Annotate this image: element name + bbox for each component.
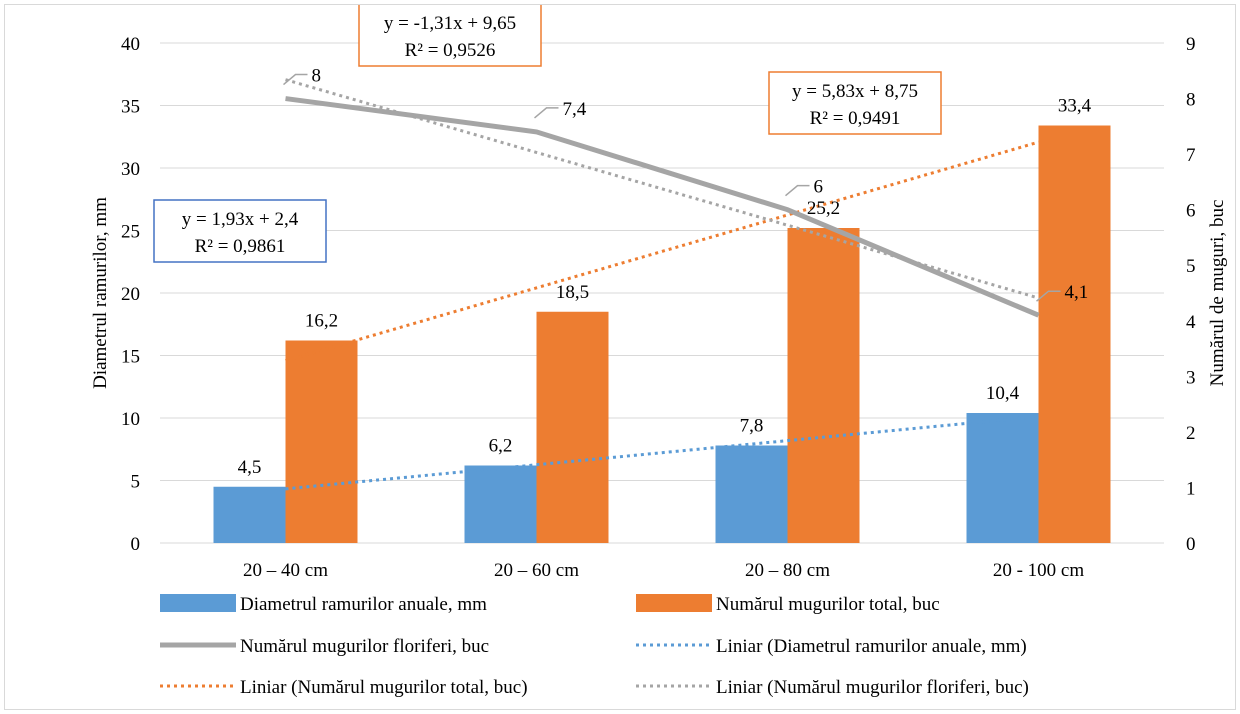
data-label: 4,5: [238, 457, 262, 478]
y-left-tick-label: 40: [121, 34, 140, 55]
trendline: [285, 415, 1039, 491]
y-right-tick-label: 1: [1186, 478, 1196, 499]
data-label: 16,2: [305, 311, 338, 332]
series-line: [285, 96, 1040, 318]
y-right-tick-label: 0: [1186, 534, 1196, 555]
bar: [285, 340, 358, 543]
data-label: 7,4: [563, 99, 587, 120]
y-left-tick-label: 25: [121, 222, 140, 243]
data-label-leader: [534, 107, 559, 119]
bar: [536, 311, 609, 543]
bar: [1038, 125, 1111, 543]
bar: [787, 228, 860, 543]
y-right-tick-label: 2: [1186, 423, 1196, 444]
y-left-tick-label: 15: [121, 347, 140, 368]
y-left-tick-label: 35: [121, 97, 140, 118]
data-label-leader: [785, 184, 810, 197]
trendline-r2: R² = 0,9491: [810, 108, 901, 129]
y-right-tick-label: 6: [1186, 201, 1196, 222]
data-label-leader: [283, 73, 308, 86]
bar: [213, 486, 286, 543]
legend-swatch: [160, 594, 236, 612]
legend-label: Liniar (Numărul mugurilor total, buc): [240, 677, 528, 698]
y-right-tick-label: 8: [1186, 90, 1196, 111]
trendline: [285, 140, 1039, 363]
y-left-tick-label: 20: [121, 284, 140, 305]
data-label: 8: [312, 66, 322, 87]
y-left-tick-label: 0: [131, 534, 141, 555]
data-label: 4,1: [1065, 282, 1089, 303]
data-label: 10,4: [986, 383, 1020, 404]
trendline-r2: R² = 0,9861: [195, 236, 286, 257]
data-label: 18,5: [556, 282, 589, 303]
combo-chart: 0 5 10 15 20 25 30 35 40 0 1 2 3 4 5 6 7 8 9 20 – 40 cm 20 –…: [90, 3, 1228, 698]
x-tick-label: 20 – 40 cm: [243, 560, 328, 581]
y-left-tick-label: 5: [131, 472, 141, 493]
x-tick-label: 20 – 80 cm: [745, 560, 830, 581]
trendline-equation: y = 1,93x + 2,4: [182, 209, 299, 230]
data-label: 25,2: [807, 198, 840, 219]
equation-box: [768, 71, 942, 135]
y-right-tick-label: 3: [1186, 367, 1196, 388]
bar: [966, 413, 1039, 543]
x-tick-label: 20 – 60 cm: [494, 560, 579, 581]
legend-label: Diametrul ramurilor anuale, mm: [240, 594, 487, 615]
y-left-axis-title: Diametrul ramurilor, mm: [90, 197, 111, 389]
data-label-leader: [1036, 290, 1061, 302]
trendline-equation: y = 5,83x + 8,75: [792, 81, 918, 102]
data-label: 6: [814, 177, 824, 198]
legend-label: Liniar (Numărul mugurilor floriferi, buc…: [716, 677, 1029, 698]
y-left-tick-label: 30: [121, 159, 140, 180]
y-right-tick-label: 5: [1186, 256, 1196, 277]
chart-frame: 0 5 10 15 20 25 30 35 40 0 1 2 3 4 5 6 7 8 9 20 – 40 cm 20 –…: [4, 3, 1236, 710]
legend-label: Numărul mugurilor floriferi, buc: [240, 636, 489, 657]
equation-box: [358, 3, 542, 67]
trendline-r2: R² = 0,9526: [405, 40, 496, 61]
y-right-tick-label: 7: [1186, 145, 1196, 166]
y-right-tick-label: 9: [1186, 34, 1196, 55]
trendline-equation: y = -1,31x + 9,65: [384, 13, 516, 34]
data-label: 33,4: [1058, 96, 1092, 117]
y-left-tick-label: 10: [121, 409, 140, 430]
y-right-tick-label: 4: [1186, 312, 1196, 333]
bar: [464, 465, 537, 543]
y-right-axis-title: Numărul de muguri, buc: [1207, 200, 1228, 387]
bar: [715, 445, 788, 543]
legend-label: Numărul mugurilor total, buc: [716, 594, 940, 615]
legend-swatch: [636, 594, 712, 612]
legend-label: Liniar (Diametrul ramurilor anuale, mm): [716, 636, 1027, 657]
equation-box: [153, 199, 327, 263]
data-label: 6,2: [489, 436, 513, 457]
data-label: 7,8: [740, 416, 764, 437]
x-tick-label: 20 - 100 cm: [993, 560, 1085, 581]
